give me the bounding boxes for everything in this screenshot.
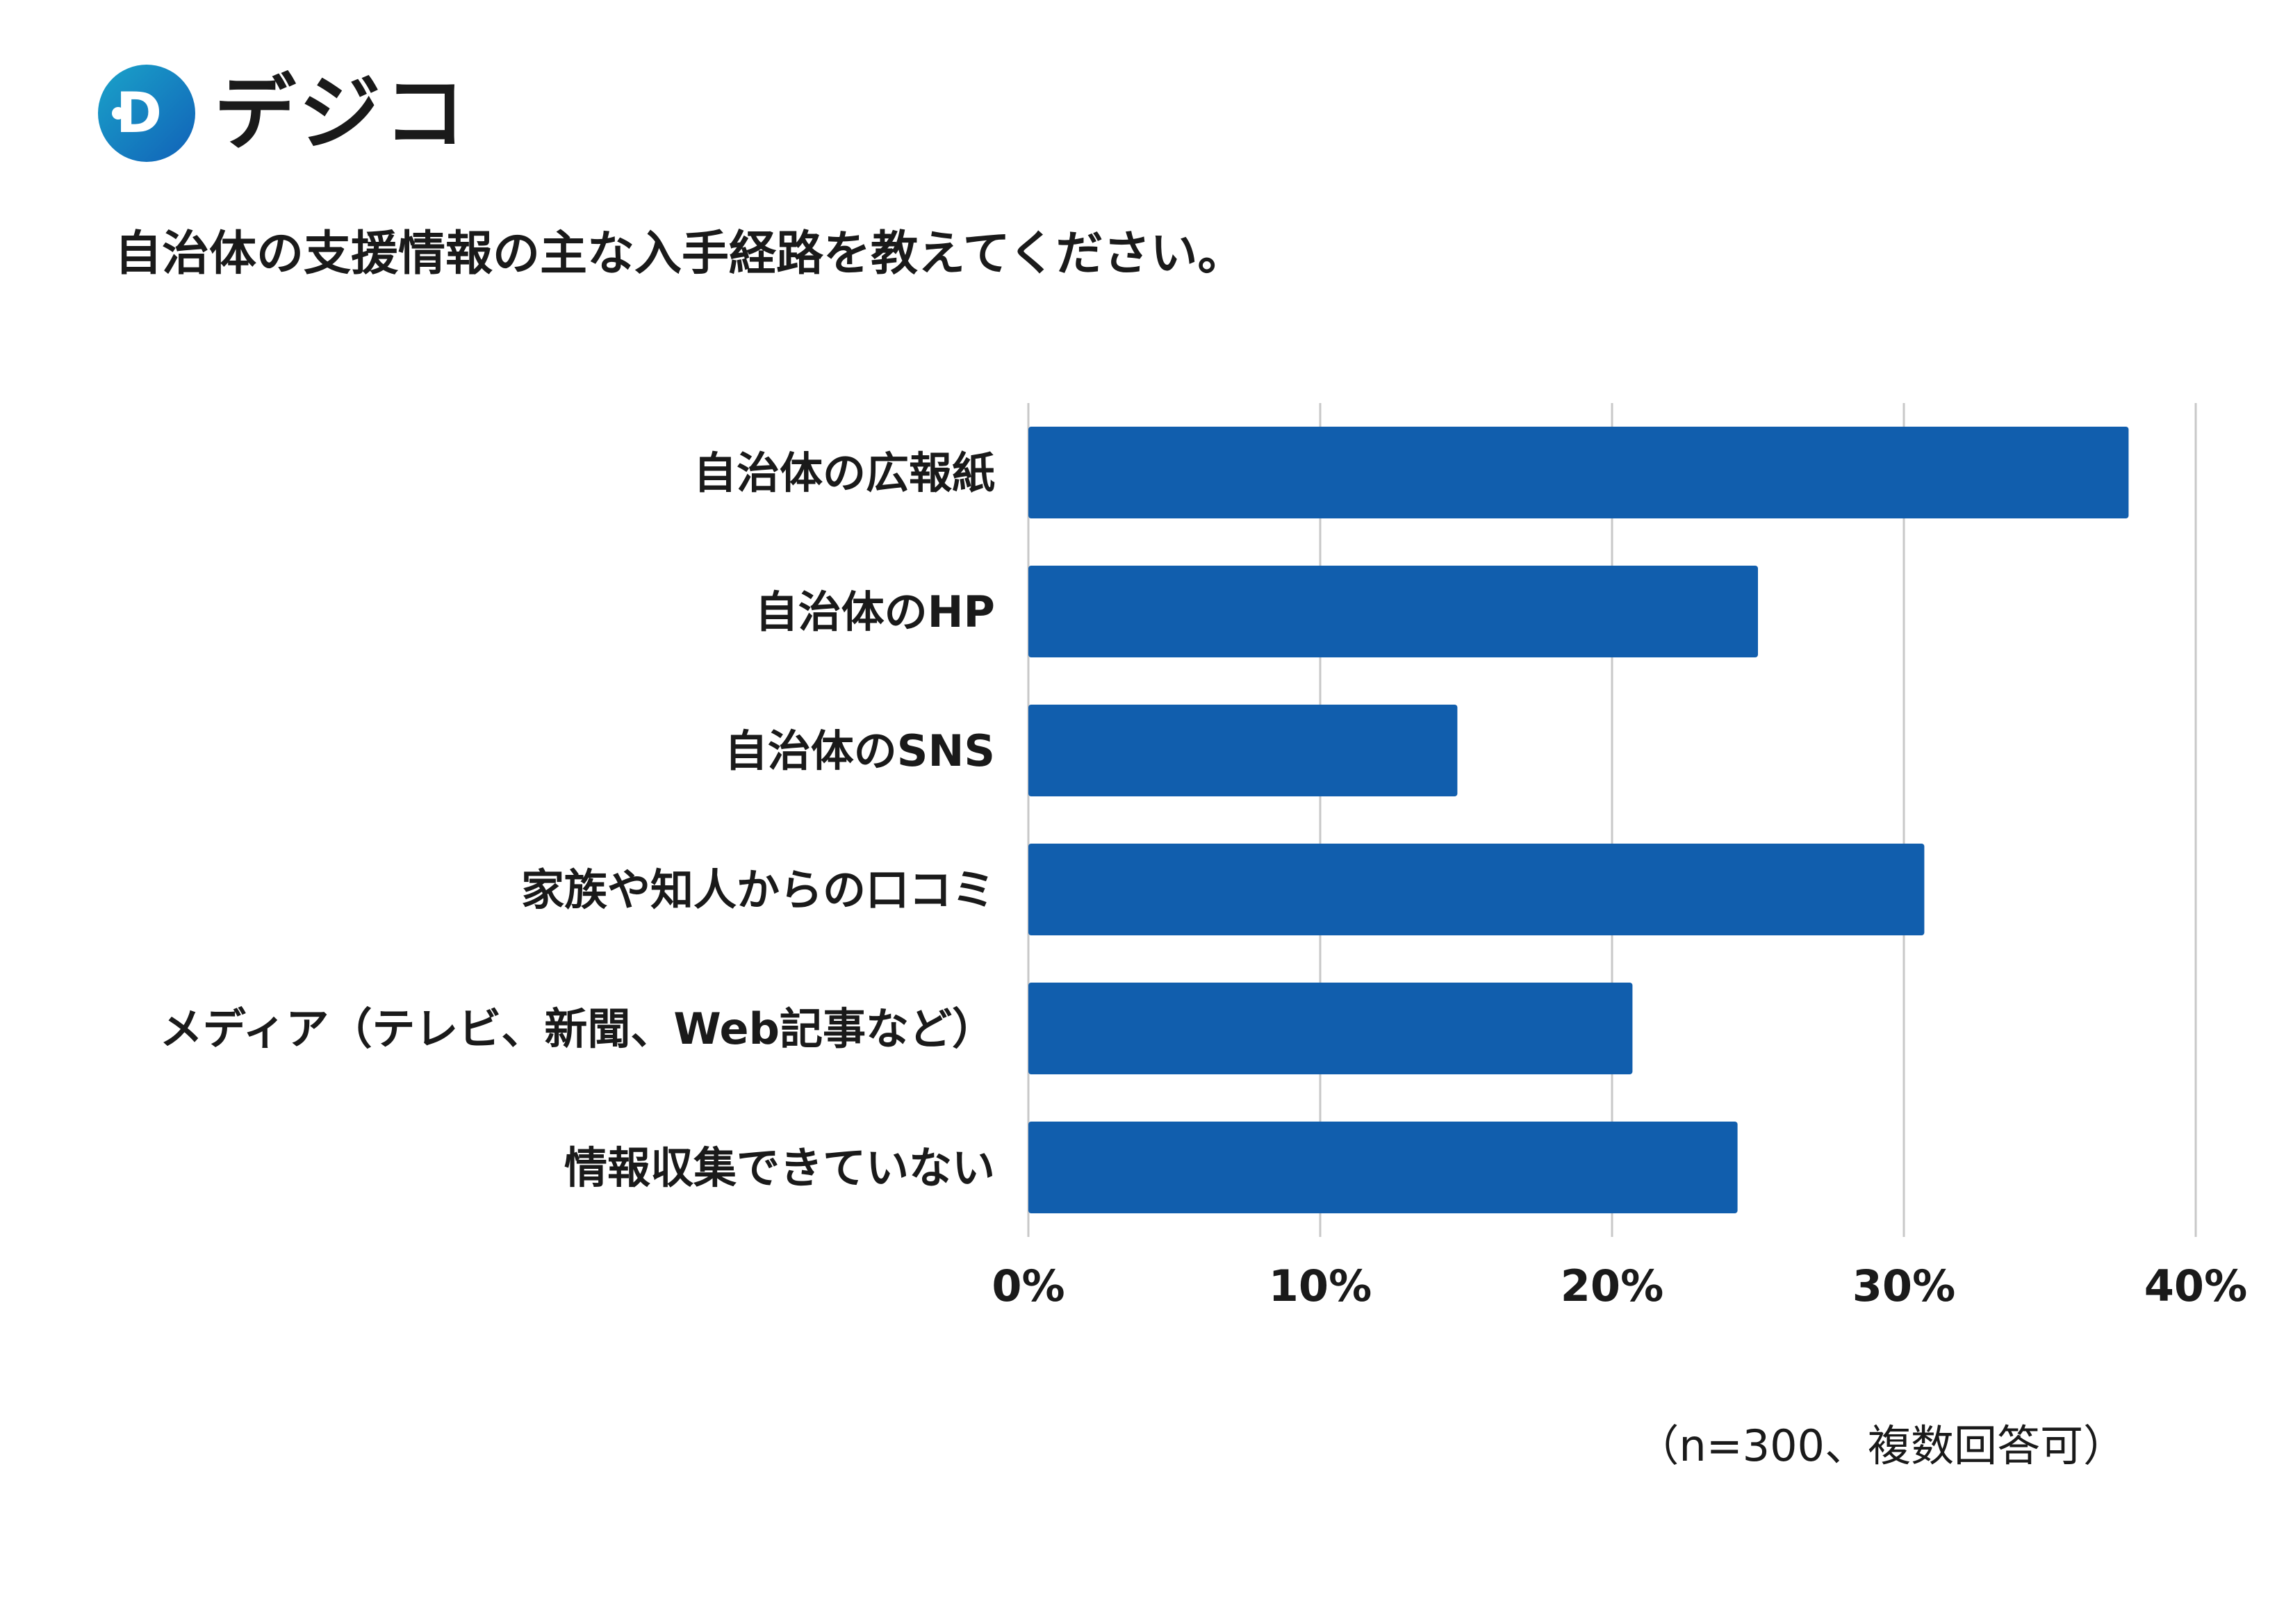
bar-1 [1028,427,2129,518]
brand-name: デジコ [214,65,469,161]
grid-lines [1027,403,2197,1237]
bar-5 [1028,983,1633,1074]
x-axis-tick-labels: 0% 10% 20% 30% 40% [992,1261,2247,1311]
category-label: 自治体の広報紙 [693,448,995,498]
category-label: 自治体のHP [755,587,995,637]
category-label: 家族や知人からの口コミ [521,864,995,915]
brand-mark-icon: D [98,65,195,162]
x-tick-label: 30% [1852,1261,1955,1311]
sample-note: （n=300、複数回答可） [1636,1420,2126,1471]
category-label: メディア（テレビ、新聞、Web記事など） [160,1003,995,1054]
x-tick-label: 20% [1561,1261,1663,1311]
bar-6 [1028,1122,1738,1213]
bar-2 [1028,566,1758,657]
category-label: 情報収集できていない [564,1142,995,1193]
question-title: 自治体の支援情報の主な入手経路を教えてください。 [115,227,1245,281]
x-tick-label: 40% [2144,1261,2247,1311]
brand-logo: D デジコ [97,64,468,163]
category-label: 自治体のSNS [725,725,995,776]
x-tick-label: 0% [992,1261,1065,1311]
bar-4 [1028,844,1925,935]
bar-3 [1028,705,1458,796]
x-tick-label: 10% [1269,1261,1372,1311]
bars [1028,427,2129,1213]
